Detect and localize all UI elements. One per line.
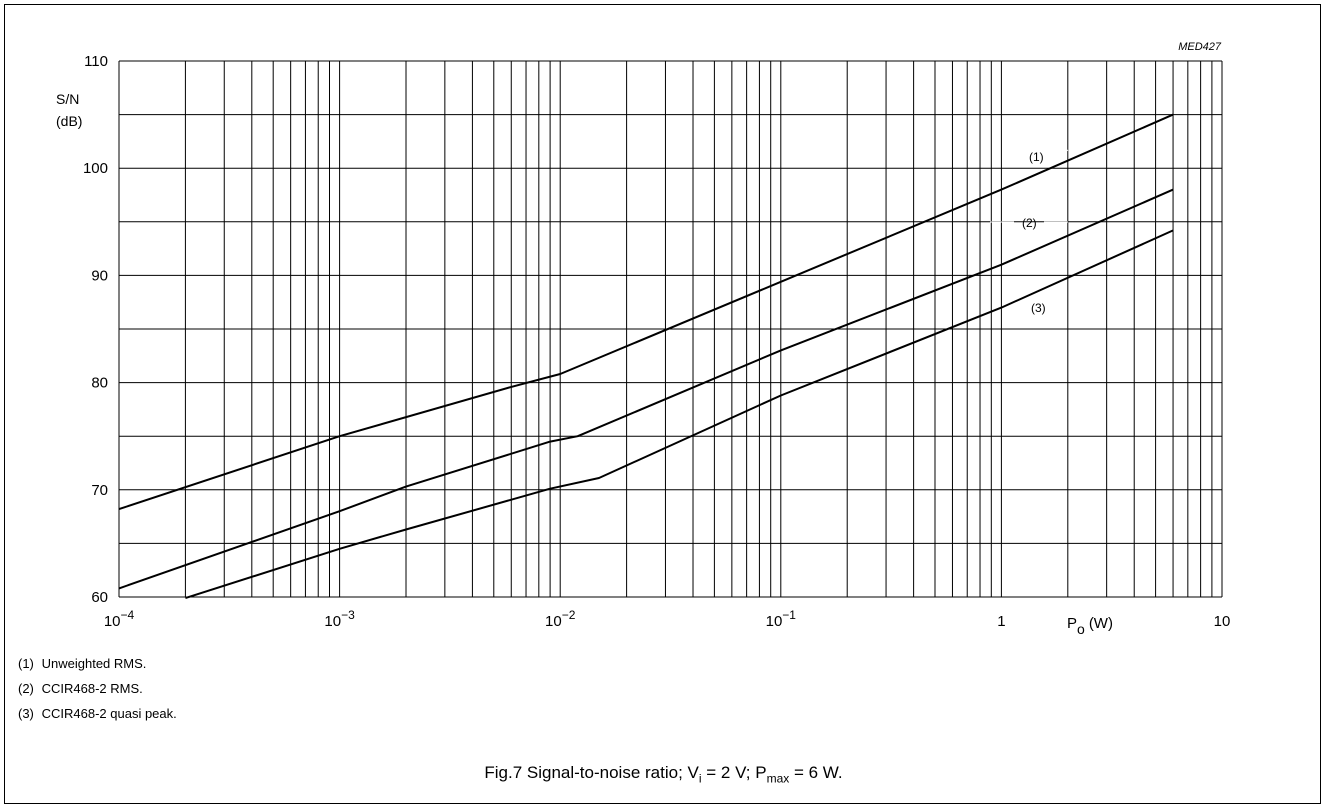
y-tick-label: 100 (83, 160, 108, 177)
y-axis-label-line1: S/N (56, 91, 79, 107)
figure-id: MED427 (1178, 41, 1222, 53)
x-axis-label-main: P (1067, 615, 1077, 632)
legend-num-3: (3) (18, 706, 34, 721)
series-label-3: (3) (1031, 301, 1046, 315)
legend-item-2: (2) CCIR468-2 RMS. (18, 681, 143, 696)
series-label-2: (2) (1022, 216, 1037, 230)
legend-text-2: CCIR468-2 RMS. (41, 681, 143, 696)
legend-item-1: (1) Unweighted RMS. (18, 656, 146, 671)
series-label-leader (1051, 149, 1069, 162)
x-tick-label: 10−1 (766, 608, 797, 630)
figure-frame (4, 4, 1321, 804)
x-tick-label: 10 (1214, 613, 1231, 630)
series-line-1 (118, 113, 1174, 511)
legend-item-3: (3) CCIR468-2 quasi peak. (18, 706, 177, 721)
x-tick-label: 10−2 (545, 608, 576, 630)
y-tick-label: 90 (91, 267, 108, 284)
x-axis-label-sub: o (1077, 621, 1085, 637)
y-tick-label: 110 (84, 53, 108, 70)
y-axis-label-line2: (dB) (56, 113, 82, 129)
x-axis-label: Po (W) (1067, 615, 1113, 637)
figure-caption: Fig.7 Signal-to-noise ratio; Vi = 2 V; P… (0, 763, 1327, 785)
x-tick-label: 10−4 (104, 608, 135, 630)
caption-prefix: Fig.7 Signal-to-noise ratio; V (484, 763, 699, 782)
series-layer (118, 113, 1174, 600)
caption-sub-i: i (698, 771, 702, 786)
series-line-3 (185, 229, 1174, 600)
legend-num-2: (2) (18, 681, 34, 696)
x-axis-label-unit: (W) (1089, 615, 1113, 632)
caption-mid: = 2 V; P (701, 763, 767, 782)
y-tick-label: 60 (91, 589, 108, 606)
y-tick-label: 70 (91, 482, 108, 499)
y-tick-label: 80 (91, 375, 108, 392)
legend-text-1: Unweighted RMS. (41, 656, 147, 671)
series-label-1: (1) (1029, 150, 1044, 164)
legend-num-1: (1) (18, 656, 34, 671)
caption-suffix: = 6 W. (789, 763, 843, 782)
chart-grid (118, 60, 1223, 598)
series-line-2 (118, 188, 1174, 590)
caption-sub-max: max (766, 771, 790, 786)
x-tick-label: 1 (997, 613, 1005, 630)
legend-text-3: CCIR468-2 quasi peak. (41, 706, 177, 721)
x-tick-label: 10−3 (324, 608, 355, 630)
